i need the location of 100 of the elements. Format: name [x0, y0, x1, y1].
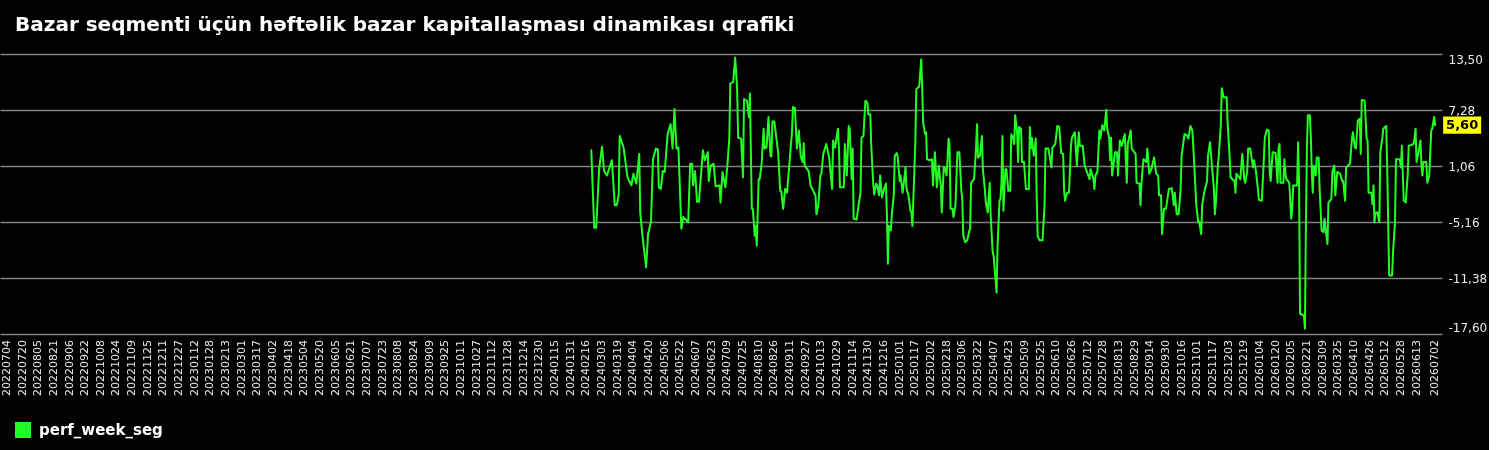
x-tick-label: 20250306 — [955, 340, 969, 396]
x-tick-label: 20250829 — [1127, 340, 1141, 396]
x-tick-label: 20260325 — [1331, 340, 1345, 396]
x-tick-label: 20231214 — [516, 340, 530, 396]
x-tick-label: 20240303 — [595, 340, 609, 396]
x-tick-label: 20251101 — [1190, 340, 1204, 396]
x-tick-label: 20230621 — [344, 340, 358, 396]
x-tick-label: 20250930 — [1158, 340, 1172, 396]
x-tick-label: 20230128 — [203, 340, 217, 396]
x-tick-label: 20260221 — [1299, 340, 1313, 396]
x-tick-label: 20241029 — [830, 340, 844, 396]
x-tick-label: 20250509 — [1017, 340, 1031, 396]
x-tick-label: 20251016 — [1174, 340, 1188, 396]
chart-title: Bazar seqmenti üçün həftəlik bazar kapitallaşması dinamikası qrafiki — [15, 12, 795, 36]
x-tick-label: 20250610 — [1049, 340, 1063, 396]
x-tick-label: 20241013 — [814, 340, 828, 396]
x-tick-label: 20230723 — [375, 340, 389, 396]
x-tick-label: 20240319 — [610, 340, 624, 396]
x-tick-label: 20260309 — [1315, 340, 1329, 396]
x-tick-label: 20240927 — [798, 340, 812, 396]
x-tick-label: 20260512 — [1378, 340, 1392, 396]
x-tick-label: 20240810 — [751, 340, 765, 396]
x-tick-label: 20260205 — [1284, 340, 1298, 396]
x-tick-label: 20240506 — [657, 340, 671, 396]
x-tick-label: 20250423 — [1002, 340, 1016, 396]
x-tick-label: 20250101 — [892, 340, 906, 396]
x-tick-label: 20260120 — [1268, 340, 1282, 396]
y-tick-label: 1,06 — [1448, 159, 1476, 174]
x-tick-label: 20240420 — [642, 340, 656, 396]
x-tick-label: 20250117 — [908, 340, 922, 396]
x-tick-label: 20240623 — [704, 340, 718, 396]
x-tick-label: 20230317 — [250, 340, 264, 396]
y-tick-label: -11,38 — [1448, 271, 1488, 286]
legend-label: perf_week_seg — [39, 421, 163, 439]
y-tick-label: -5,16 — [1448, 215, 1480, 230]
x-tick-label: 20230504 — [297, 340, 311, 396]
x-tick-label: 20240404 — [626, 340, 640, 396]
x-tick-label: 20220805 — [31, 340, 45, 396]
x-tick-label: 20220906 — [62, 340, 76, 396]
x-tick-label: 20230605 — [328, 340, 342, 396]
x-tick-label: 20260613 — [1409, 340, 1423, 396]
x-tick-label: 20251203 — [1221, 340, 1235, 396]
x-tick-label: 20230925 — [438, 340, 452, 396]
x-tick-label: 20240131 — [563, 340, 577, 396]
x-tick-label: 20240522 — [673, 340, 687, 396]
x-tick-label: 20230402 — [266, 340, 280, 396]
x-tick-label: 20240115 — [548, 340, 562, 396]
x-tick-label: 20241114 — [845, 340, 859, 396]
x-tick-label: 20240725 — [736, 340, 750, 396]
annotation: 5,60 — [1446, 117, 1479, 133]
y-tick-label: 13,50 — [1448, 52, 1483, 67]
x-tick-label: 20260528 — [1393, 340, 1407, 396]
x-tick-label: 20240826 — [767, 340, 781, 396]
x-tick-label: 20221125 — [140, 340, 154, 396]
x-tick-label: 20231027 — [469, 340, 483, 396]
y-tick-label: 7,28 — [1448, 103, 1476, 118]
x-tick-label: 20230808 — [391, 340, 405, 396]
x-tick-label: 20220922 — [78, 340, 92, 396]
x-tick-label: 20231011 — [454, 340, 468, 396]
x-tick-label: 20251219 — [1237, 340, 1251, 396]
x-tick-label: 20250626 — [1064, 340, 1078, 396]
x-tick-label: 20260410 — [1346, 340, 1360, 396]
x-tick-label: 20250712 — [1080, 340, 1094, 396]
x-tick-label: 20231230 — [532, 340, 546, 396]
x-tick-label: 20250813 — [1111, 340, 1125, 396]
y-tick-label: -17,60 — [1448, 320, 1488, 335]
x-tick-label: 20221008 — [93, 340, 107, 396]
x-tick-label: 20250407 — [986, 340, 1000, 396]
x-tick-label: 20230520 — [313, 340, 327, 396]
x-tick-label: 20260702 — [1428, 340, 1442, 396]
x-tick-label: 20241216 — [877, 340, 890, 396]
x-tick-label: 20250728 — [1096, 340, 1110, 396]
x-tick-label: 20250525 — [1033, 340, 1047, 396]
x-tick-label: 20260426 — [1362, 340, 1376, 396]
x-tick-label: 20251117 — [1205, 340, 1219, 396]
x-tick-label: 20240607 — [689, 340, 703, 396]
x-tick-label: 20231112 — [485, 340, 499, 396]
x-tick-label: 20221109 — [125, 340, 139, 396]
x-tick-label: 20250218 — [939, 340, 953, 396]
x-tick-label: 20220821 — [46, 340, 60, 396]
x-tick-label: 20260104 — [1252, 340, 1266, 396]
x-tick-label: 20240216 — [579, 340, 593, 396]
x-tick-label: 20241130 — [861, 340, 875, 396]
x-tick-label: 20250202 — [923, 340, 937, 396]
x-tick-label: 20230824 — [407, 340, 421, 396]
x-tick-label: 20221211 — [156, 340, 170, 396]
x-tick-label: 20230909 — [422, 340, 436, 396]
x-tick-label: 20230707 — [360, 340, 374, 396]
x-tick-label: 20220704 — [0, 340, 13, 396]
x-tick-label: 20220720 — [15, 340, 29, 396]
x-tick-label: 20240709 — [720, 340, 734, 396]
x-tick-label: 20230418 — [281, 340, 295, 396]
x-tick-label: 20230213 — [219, 340, 233, 396]
x-tick-label: 20230112 — [187, 340, 201, 396]
x-tick-label: 20240911 — [783, 340, 797, 396]
x-tick-label: 20250322 — [970, 340, 984, 396]
x-tick-label: 20221227 — [172, 340, 186, 396]
x-tick-label: 20230301 — [234, 340, 248, 396]
x-tick-label: 20221024 — [109, 340, 123, 396]
x-tick-label: 20231128 — [501, 340, 515, 396]
